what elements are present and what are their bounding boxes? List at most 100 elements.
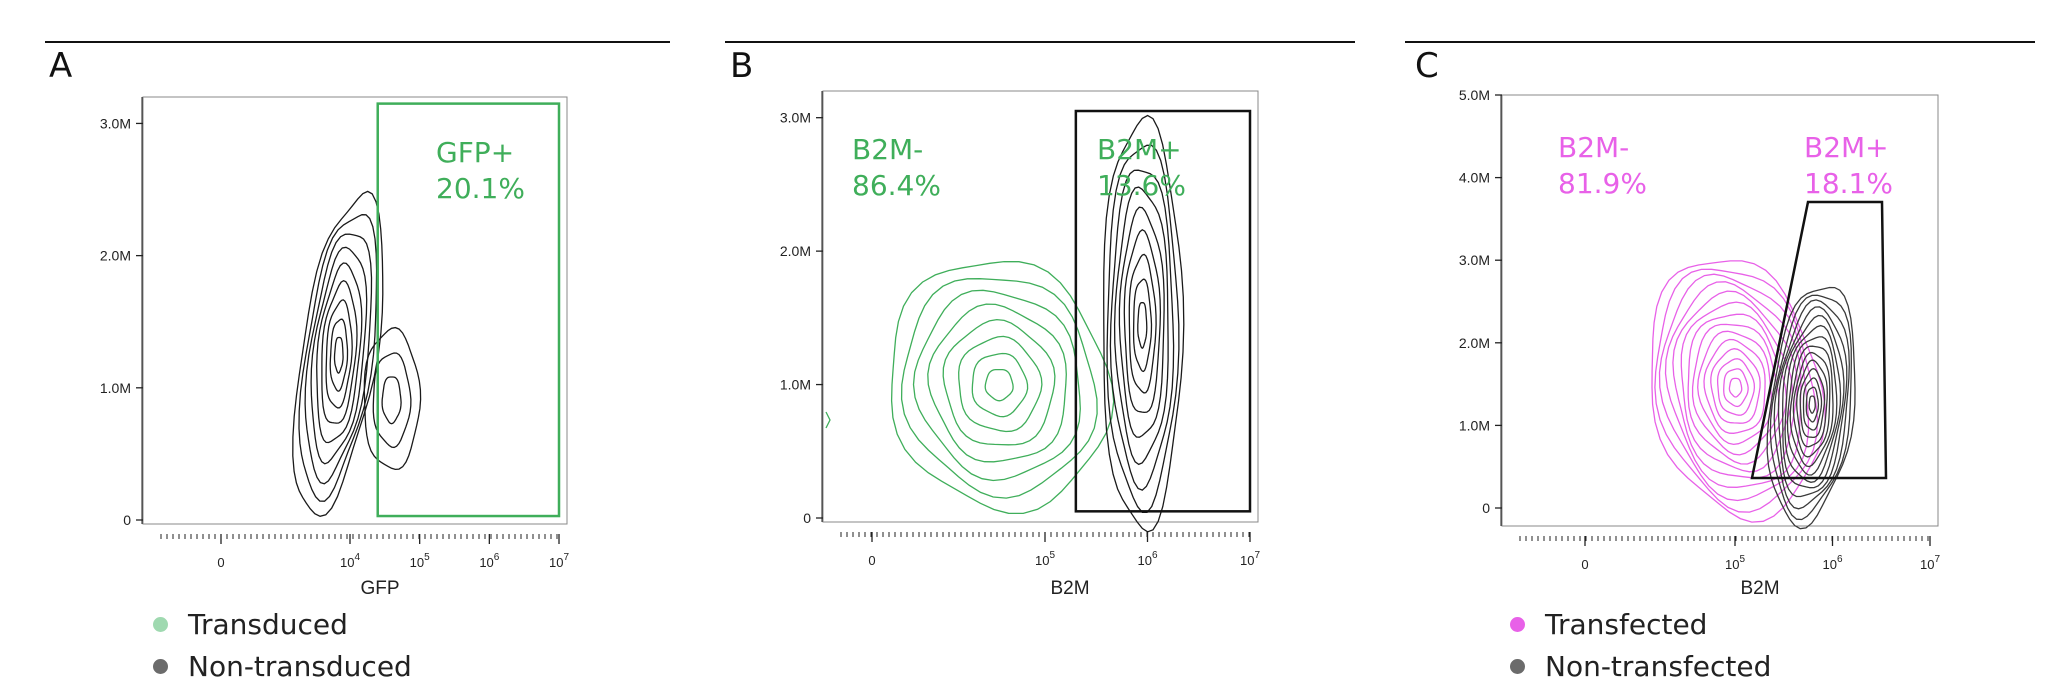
contour-b-non-transduced (1123, 229, 1162, 414)
contour-c-non-transfected (1769, 294, 1852, 521)
legend-label: Transfected (1545, 607, 1708, 641)
x-axis-title-c: B2M (1740, 578, 1780, 599)
contour-c-non-transfected (1792, 351, 1831, 458)
x-tick-label-b: 106 (1137, 550, 1157, 568)
gate-c-b2m-plus (1750, 200, 1888, 480)
x-axis-title-a: GFP (360, 578, 400, 599)
x-axis-title-b: B2M (1050, 578, 1090, 599)
gate-label-a-gfp-plus: GFP+ 20.1% (436, 135, 525, 207)
gate-name: GFP+ (436, 136, 515, 169)
contour-b-non-transduced (1113, 186, 1169, 466)
contour-a-non-transduced (329, 318, 349, 392)
contour-b-non-transduced (1118, 206, 1165, 438)
contour-a-non-transduced-2 (381, 376, 402, 425)
panel-a-letter: A (49, 46, 73, 86)
contour-b-non-transduced (1137, 302, 1148, 349)
y-tick-label-b: 0 (803, 510, 811, 526)
y-tick-label-c: 2.0M (1459, 335, 1490, 351)
gate-percent: 18.1% (1804, 167, 1893, 200)
contour-b-transduced (890, 260, 1115, 515)
gate-percent: 20.1% (436, 172, 525, 205)
contour-a-non-transduced (298, 214, 378, 502)
contour-b-non-transduced (1132, 278, 1153, 373)
contour-a-non-transduced (333, 336, 344, 374)
x-tick-label-a: 107 (549, 552, 569, 570)
y-tick-label-a: 0 (123, 512, 131, 528)
gate-label-b-b2m-plus: B2M+ 13.6% (1097, 132, 1186, 204)
panel-c-letter: C (1415, 46, 1439, 86)
x-tick-label-b: 105 (1035, 550, 1055, 568)
contour-c-non-transfected (1786, 336, 1838, 476)
panel-b-letter: B (730, 46, 754, 86)
x-tick-label-a: 104 (340, 552, 360, 570)
legend-label: Transduced (188, 607, 348, 641)
contour-c-transfected (1723, 368, 1749, 408)
contour-a-non-transduced (321, 279, 358, 424)
contour-c-transfected (1697, 330, 1773, 446)
legend-item-transfected: Transfected (1510, 603, 1771, 645)
y-tick-label-c: 5.0M (1459, 87, 1490, 103)
gate-label-b-b2m-minus: B2M- 86.4% (852, 132, 941, 204)
y-tick-label-c: 1.0M (1459, 417, 1490, 433)
legend-swatch-non-transduced (153, 658, 168, 674)
y-tick-label-a: 3.0M (100, 115, 131, 131)
x-tick-label-a: 105 (410, 552, 430, 570)
plot-frame-a (142, 96, 568, 525)
contour-c-transfected (1672, 290, 1798, 479)
contour-c-transfected (1687, 313, 1787, 465)
legend-label: Non-transfected (1545, 649, 1772, 683)
contour-c-transfected (1710, 348, 1761, 424)
contour-a-non-transduced (325, 299, 353, 409)
panel-c-rule (1405, 41, 2035, 43)
contour-c-non-transfected (1808, 395, 1816, 414)
contour-c-transfected (1691, 323, 1780, 456)
y-tick-label-c: 0 (1482, 500, 1490, 516)
y-tick-label-c: 4.0M (1459, 170, 1490, 186)
plot-frame-b (822, 90, 1259, 523)
legend-swatch-transduced (153, 616, 168, 632)
contour-a-non-transduced (316, 262, 363, 444)
gate-percent: 86.4% (852, 169, 941, 202)
y-tick-label-b: 3.0M (780, 110, 811, 126)
contour-c-non-transfected (1799, 368, 1826, 439)
contour-b-transduced (942, 318, 1056, 446)
contour-c-transfected (1716, 358, 1756, 416)
contour-b-non-transduced (1109, 169, 1175, 491)
contour-c-transfected (1728, 377, 1743, 398)
contour-c-non-transfected (1777, 306, 1848, 498)
gate-name: B2M- (1558, 131, 1630, 164)
y-tick-label-b: 1.0M (780, 377, 811, 393)
contour-c-transfected (1654, 268, 1819, 513)
contour-c-non-transfected (1796, 359, 1828, 448)
contour-b-transduced (912, 289, 1081, 482)
plot-frame-c (1501, 94, 1939, 527)
gate-percent: 81.9% (1558, 167, 1647, 200)
contour-b-transduced (971, 352, 1029, 418)
gate-name: B2M+ (1097, 133, 1182, 166)
contour-c-non-transfected (1766, 286, 1856, 530)
contour-c-non-transfected (1784, 324, 1842, 483)
contour-a-non-transduced-2 (372, 352, 412, 449)
contour-c-non-transfected (1782, 314, 1845, 489)
gate-percent: 13.6% (1097, 169, 1186, 202)
y-tick-label-a: 2.0M (100, 248, 131, 264)
contour-c-transfected (1680, 301, 1793, 473)
x-tick-label-b: 0 (868, 553, 875, 568)
contour-b-transduced (984, 368, 1014, 402)
legend-item-transduced: Transduced (153, 603, 412, 645)
x-tick-label-a: 0 (217, 555, 224, 570)
contour-b-transduced (927, 303, 1067, 463)
x-tick-label-c: 105 (1725, 554, 1745, 572)
x-tick-label-c: 0 (1581, 557, 1588, 572)
gate-label-c-b2m-minus: B2M- 81.9% (1558, 130, 1647, 202)
contour-c-non-transfected (1805, 386, 1820, 423)
y-tick-label-b: 2.0M (780, 243, 811, 259)
gate-a-gfp-plus (376, 102, 561, 518)
x-tick-label-b: 107 (1240, 550, 1260, 568)
contour-c-transfected (1703, 338, 1766, 434)
gate-name: B2M+ (1804, 131, 1889, 164)
panel-b-rule (725, 41, 1355, 43)
legend-swatch-transfected (1510, 616, 1525, 632)
contour-c-transfected (1651, 260, 1826, 523)
